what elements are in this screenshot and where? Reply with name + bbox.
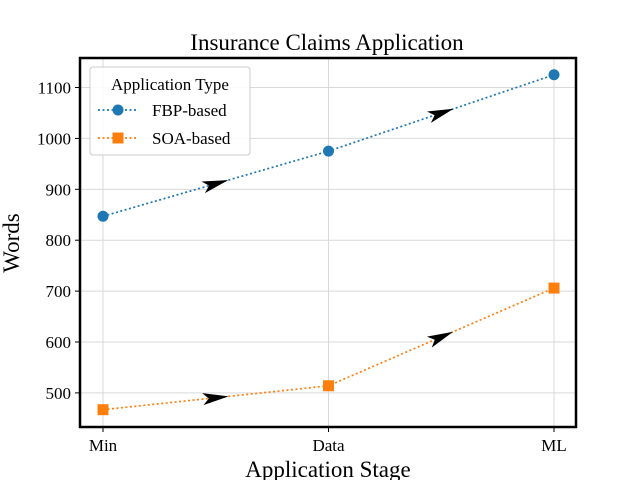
y-axis-label: Words bbox=[0, 213, 24, 273]
plot-frame bbox=[78, 56, 578, 429]
legend-title: Application Type bbox=[111, 75, 229, 94]
direction-arrow bbox=[426, 331, 454, 348]
legend: Application Type FBP-based SOA-based bbox=[89, 66, 251, 156]
data-point-soa-based bbox=[97, 404, 109, 416]
x-axis-ticks: Min Data ML bbox=[89, 427, 567, 455]
legend-label-soa-based: SOA-based bbox=[152, 129, 231, 148]
direction-arrow bbox=[202, 393, 229, 406]
y-tick-label: 600 bbox=[46, 333, 72, 352]
legend-label-fbp-based: FBP-based bbox=[152, 101, 227, 120]
direction-arrow bbox=[201, 180, 229, 194]
data-point-fbp-based bbox=[548, 69, 560, 81]
data-point-soa-based bbox=[323, 380, 334, 392]
x-tick-label: ML bbox=[541, 436, 567, 455]
legend-entries: FBP-based SOA-based bbox=[98, 101, 231, 148]
legend-marker-fbp-based bbox=[112, 104, 124, 116]
y-tick-label: 800 bbox=[46, 231, 72, 250]
data-point-fbp-based bbox=[97, 210, 109, 222]
x-tick-label: Min bbox=[89, 436, 118, 455]
y-tick-label: 900 bbox=[46, 180, 72, 199]
y-axis-ticks: 500 600 700 800 900 1000 1100 bbox=[37, 79, 80, 403]
chart-title: Insurance Claims Application bbox=[190, 30, 464, 55]
y-tick-label: 700 bbox=[46, 282, 72, 301]
y-tick-label: 500 bbox=[46, 384, 72, 403]
series-markers bbox=[97, 69, 560, 416]
direction-arrow bbox=[427, 108, 454, 123]
x-tick-label: Data bbox=[312, 436, 345, 455]
data-point-fbp-based bbox=[323, 145, 334, 157]
direction-arrows bbox=[201, 108, 454, 406]
legend-marker-soa-based bbox=[112, 132, 124, 144]
y-tick-label: 1100 bbox=[38, 79, 71, 98]
legend-box bbox=[89, 66, 251, 156]
data-point-soa-based bbox=[548, 282, 560, 294]
x-axis-label: Application Stage bbox=[245, 457, 410, 480]
y-tick-label: 1000 bbox=[37, 129, 71, 148]
